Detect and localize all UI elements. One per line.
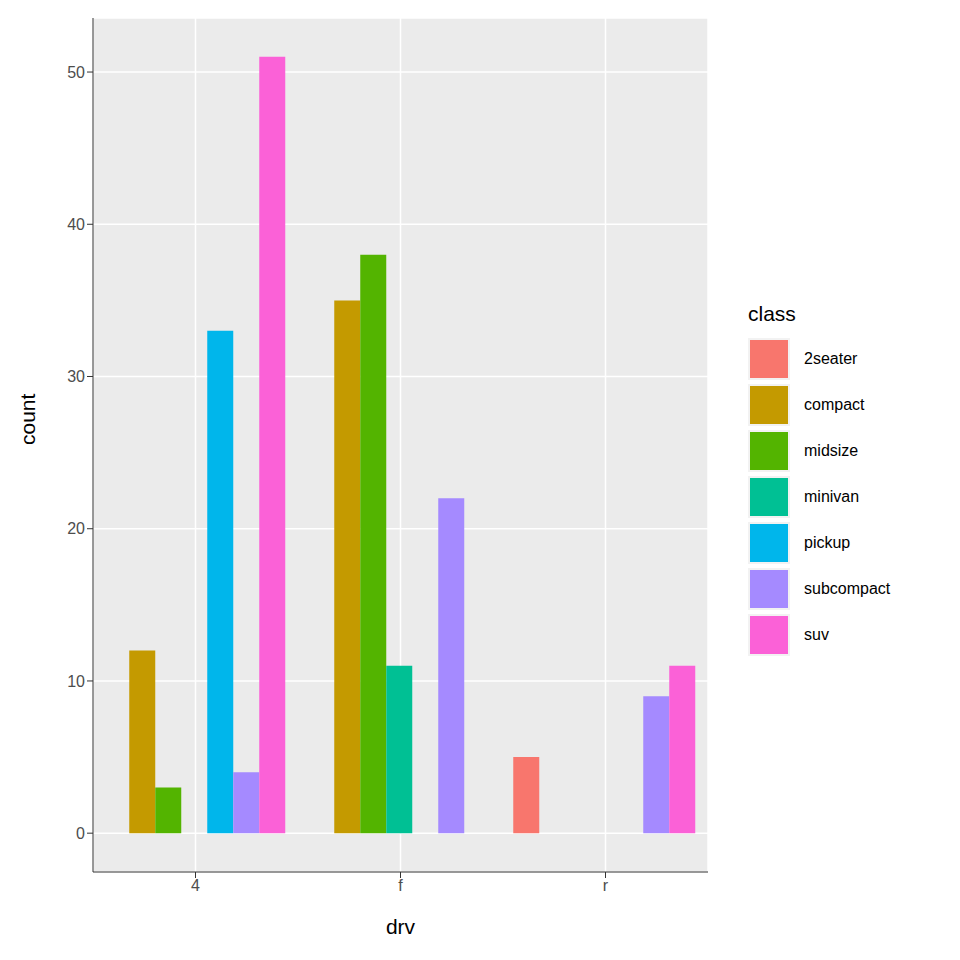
svg-text:4: 4	[191, 877, 200, 894]
html-text:class: class	[748, 302, 796, 325]
svg-text:20: 20	[67, 520, 85, 537]
svg-text:40: 40	[67, 216, 85, 233]
svg-text:30: 30	[67, 368, 85, 385]
svg-text:0: 0	[76, 825, 85, 842]
html-text:subcompact: subcompact	[804, 580, 891, 597]
svg-text:f: f	[398, 877, 403, 894]
html-text:suv: suv	[804, 626, 829, 643]
html-text:pickup: pickup	[804, 534, 851, 551]
html-text:2seater: 2seater	[804, 350, 858, 367]
svg-text:r: r	[603, 877, 609, 894]
svg-text:50: 50	[67, 64, 85, 81]
svg-text:count: count	[16, 393, 39, 445]
html-text:midsize: midsize	[804, 442, 859, 459]
html-text:compact: compact	[804, 396, 865, 413]
svg-text:10: 10	[67, 673, 85, 690]
svg-text:drv: drv	[386, 915, 416, 938]
html-text:minivan: minivan	[804, 488, 860, 505]
